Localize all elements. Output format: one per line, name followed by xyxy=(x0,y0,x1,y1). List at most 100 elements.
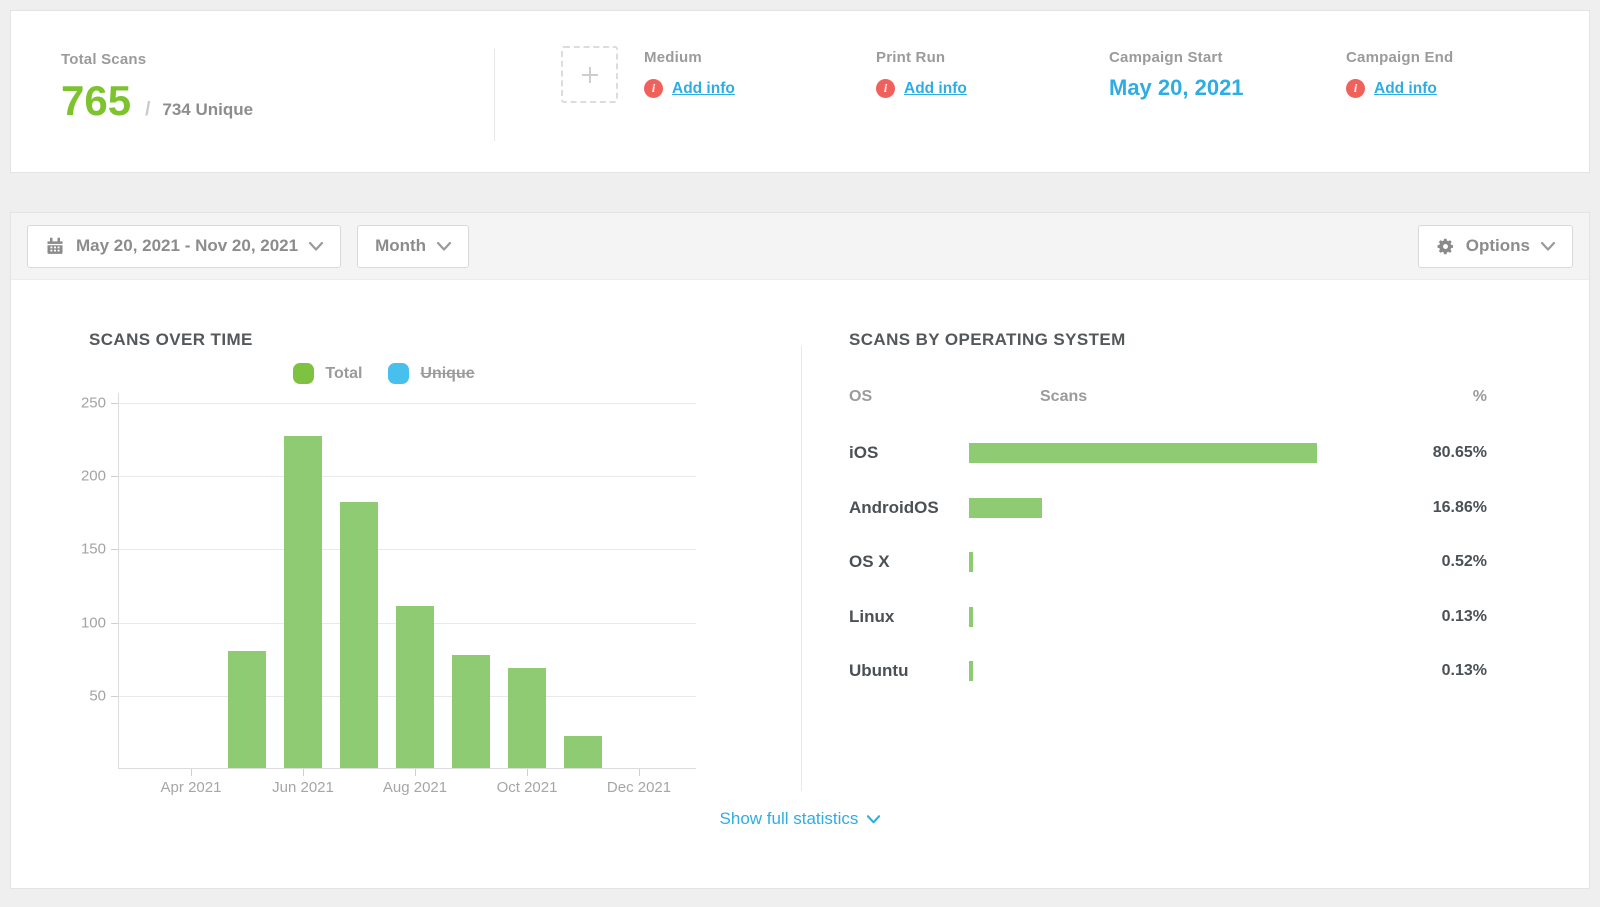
date-range-value: May 20, 2021 - Nov 20, 2021 xyxy=(76,236,299,255)
bar-nov-2021 xyxy=(564,735,602,768)
unique-scans-value: 734 Unique xyxy=(162,100,254,119)
medium-label: Medium xyxy=(644,49,702,66)
y-tick-label: 100 xyxy=(80,614,106,632)
y-tick-mark xyxy=(111,695,118,697)
campaign-fields: Medium i Add info Print Run i Add info xyxy=(495,11,1589,172)
y-tick-label: 200 xyxy=(80,467,106,485)
medium-stack: Medium i Add info xyxy=(644,49,735,98)
os-scans-bar xyxy=(969,606,973,627)
campaign-start-field: Campaign Start May 20, 2021 xyxy=(1109,49,1346,172)
summary-card: Total Scans 765 / 734 Unique Medium i xyxy=(10,10,1590,173)
bar-sep-2021 xyxy=(452,655,490,768)
gear-icon xyxy=(1437,238,1453,254)
interval-value: Month xyxy=(375,236,427,255)
print-run-stack: Print Run i Add info xyxy=(876,49,967,98)
total-scans-label: Total Scans xyxy=(61,51,147,68)
campaign-start-date: May 20, 2021 xyxy=(1109,75,1244,100)
interval-select-button[interactable]: Month xyxy=(357,224,470,268)
campaign-end-add-info-link[interactable]: Add info xyxy=(1374,79,1437,97)
scans-by-os-title: SCANS BY OPERATING SYSTEM xyxy=(849,330,1126,349)
x-tick-label: Apr 2021 xyxy=(160,779,222,796)
medium-add-info[interactable]: i Add info xyxy=(644,79,735,98)
bar-jun-2021 xyxy=(284,435,322,768)
x-tick-mark xyxy=(303,769,304,776)
os-table-row: Ubuntu 0.13% xyxy=(849,644,1487,699)
legend-item-unique[interactable]: Unique xyxy=(388,363,475,384)
os-column-header: OS xyxy=(849,388,873,405)
x-tick-label: Oct 2021 xyxy=(496,779,558,796)
plus-icon xyxy=(581,66,598,83)
chevron-down-icon xyxy=(437,241,452,251)
os-scans-bar xyxy=(969,661,973,682)
calendar-icon xyxy=(47,237,63,254)
campaign-end-stack: Campaign End i Add info xyxy=(1346,49,1453,98)
x-tick-label: Dec 2021 xyxy=(606,779,672,796)
os-name: OS X xyxy=(849,552,890,572)
x-tick-mark xyxy=(527,769,528,776)
statistics-footer: Show full statistics xyxy=(11,809,1589,829)
total-scans-row: 765 / 734 Unique xyxy=(61,80,494,122)
medium-add-info-link[interactable]: Add info xyxy=(672,79,735,97)
chevron-down-icon xyxy=(309,241,324,251)
gridline xyxy=(119,549,696,551)
plot-area: Apr 2021 Jun 2021 Aug 2021 Oct 2021 Dec 2021 xyxy=(118,393,696,796)
filters-toolbar: May 20, 2021 - Nov 20, 2021 Month Option… xyxy=(11,213,1589,280)
y-tick-mark xyxy=(111,622,118,624)
os-percentage: 16.86% xyxy=(1432,498,1487,516)
gridline xyxy=(119,476,696,478)
os-table-header: OS Scans % xyxy=(849,388,1487,406)
campaign-start-stack: Campaign Start May 20, 2021 xyxy=(1109,49,1244,101)
os-bar-track xyxy=(969,606,1401,627)
statistics-card: May 20, 2021 - Nov 20, 2021 Month Option… xyxy=(10,212,1590,889)
info-alert-icon: i xyxy=(644,79,663,98)
y-tick-mark xyxy=(111,549,118,551)
os-name: iOS xyxy=(849,443,879,463)
legend-item-total[interactable]: Total xyxy=(293,363,362,384)
y-tick-mark xyxy=(111,476,118,478)
date-range-button[interactable]: May 20, 2021 - Nov 20, 2021 xyxy=(27,224,342,268)
print-run-label: Print Run xyxy=(876,49,946,66)
percent-column-header: % xyxy=(1472,388,1487,405)
slash-separator: / xyxy=(145,99,151,120)
os-table-row: AndroidOS 16.86% xyxy=(849,481,1487,536)
print-run-field: Print Run i Add info xyxy=(876,49,1109,172)
x-tick-mark xyxy=(191,769,192,776)
y-tick-label: 150 xyxy=(80,540,106,558)
chart-legend: Total Unique xyxy=(72,363,696,384)
print-run-add-info[interactable]: i Add info xyxy=(876,79,967,98)
total-scans-value: 765 xyxy=(61,77,132,124)
os-name: Ubuntu xyxy=(849,661,909,681)
campaign-end-add-info[interactable]: i Add info xyxy=(1346,79,1453,98)
os-name: Linux xyxy=(849,606,895,626)
medium-upload-placeholder[interactable] xyxy=(561,46,618,103)
show-full-statistics-link[interactable]: Show full statistics xyxy=(720,809,881,829)
scans-column-header: Scans xyxy=(1040,388,1088,405)
y-tick-label: 250 xyxy=(80,394,106,412)
os-scans-bar xyxy=(969,497,1042,518)
os-bar-track xyxy=(969,552,1401,573)
scans-by-os-panel: SCANS BY OPERATING SYSTEM OS Scans % iOS… xyxy=(801,280,1589,796)
summary-vertical-divider xyxy=(494,49,495,141)
os-table-row: Linux 0.13% xyxy=(849,590,1487,645)
chevron-down-icon xyxy=(1541,241,1555,251)
x-tick-mark xyxy=(415,769,416,776)
chevron-down-icon xyxy=(867,814,881,823)
scans-over-time-chart: 50 100 150 200 250 Apr 2021 Jun 2021 Aug 2021 O… xyxy=(72,393,801,796)
os-percentage: 0.13% xyxy=(1441,662,1487,680)
os-name: AndroidOS xyxy=(849,497,939,517)
print-run-add-info-link[interactable]: Add info xyxy=(904,79,967,97)
campaign-end-label: Campaign End xyxy=(1346,49,1454,66)
medium-field: Medium i Add info xyxy=(561,46,876,172)
total-scans-block: Total Scans 765 / 734 Unique xyxy=(11,11,494,172)
y-axis: 50 100 150 200 250 xyxy=(72,393,118,769)
options-button[interactable]: Options xyxy=(1417,224,1573,268)
os-table-row: iOS 80.65% xyxy=(849,426,1487,481)
total-series-label: Total xyxy=(325,364,363,382)
info-alert-icon: i xyxy=(876,79,895,98)
os-scans-bar xyxy=(969,443,1318,464)
os-table-row: OS X 0.52% xyxy=(849,535,1487,590)
os-percentage: 0.52% xyxy=(1441,553,1487,571)
x-tick-label: Aug 2021 xyxy=(382,779,448,796)
os-scans-bar xyxy=(969,552,973,573)
